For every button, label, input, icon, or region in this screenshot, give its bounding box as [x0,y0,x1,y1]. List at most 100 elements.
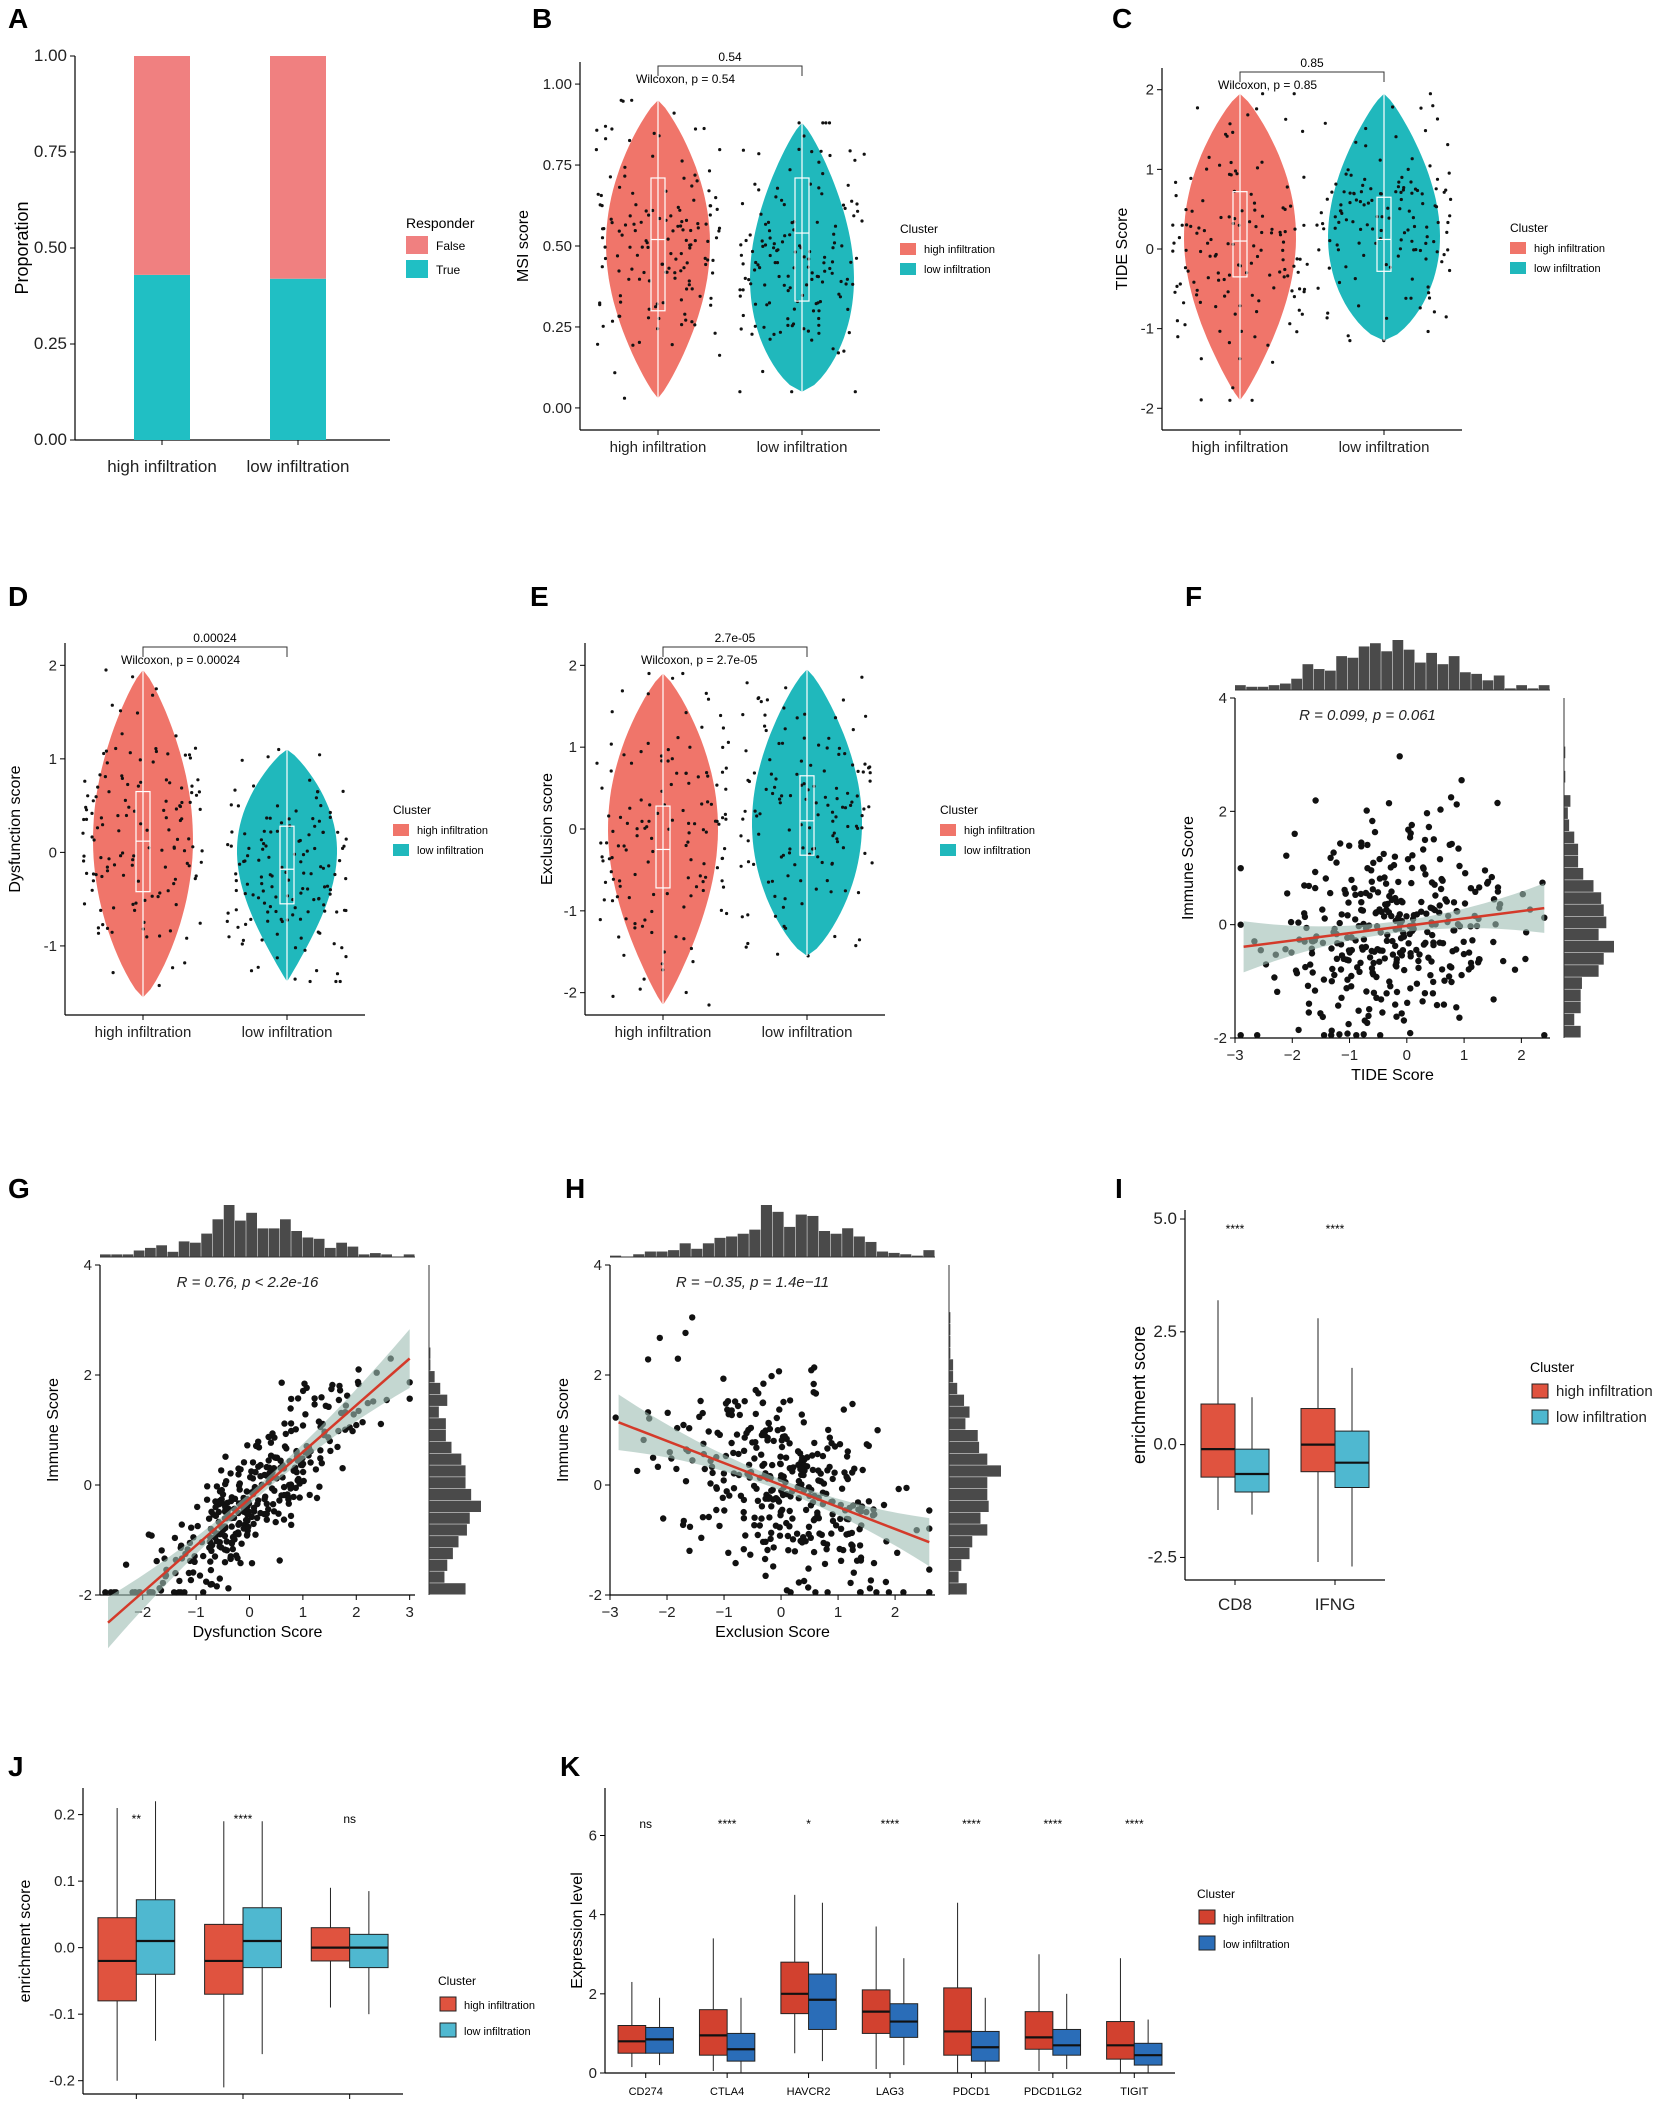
jitter-point [775,261,780,265]
jitter-point [625,821,630,826]
y-histogram-bar [429,1512,470,1524]
jitter-point [630,98,634,102]
jitter-point [701,888,705,893]
x-histogram-bar [784,1226,796,1257]
scatter-point [1358,899,1365,906]
scatter-point [176,1577,183,1585]
jitter-point [158,891,162,895]
jitter-point [610,899,615,903]
jitter-point [692,198,696,202]
jitter-point [299,860,303,864]
scatter-point [756,1522,763,1529]
jitter-point [1349,173,1353,177]
scatter-point [1382,880,1390,887]
jitter-point [753,809,757,813]
scatter-point [730,1485,738,1492]
scatter-point [1392,962,1399,969]
scatter-point [178,1521,185,1528]
scatter-point [1346,949,1353,956]
jitter-point [131,858,135,862]
jitter-point [1344,265,1348,269]
y-histogram-bar [949,1524,988,1536]
x-histogram-bar [795,1214,807,1257]
jitter-point [1195,231,1199,235]
jitter-point [600,786,604,790]
scatter-point [1404,999,1411,1006]
jitter-point [243,832,247,836]
jitter-point [764,787,768,792]
scatter-point [1305,1009,1313,1016]
jitter-point [154,749,158,754]
jitter-point [719,908,724,913]
jitter-point [610,221,614,225]
jitter-point [1225,134,1229,138]
jitter-point [121,873,126,877]
scatter-point [1295,1026,1302,1034]
jitter-point [187,864,191,868]
scatter-point [770,1544,777,1551]
scatter-point [709,1469,716,1477]
jitter-point [743,276,747,280]
jitter-point [823,269,827,273]
jitter-point [772,332,776,336]
scatter-point [805,1530,812,1538]
scatter-point [776,1532,784,1539]
jitter-point [197,790,201,794]
jitter-point [669,782,673,787]
legend-label: high infiltration [1556,1383,1653,1400]
jitter-point [91,799,95,803]
x-tick-label: CD274 [629,2086,663,2098]
jitter-point [687,279,691,283]
jitter-point [238,862,242,866]
jitter-point [1330,190,1334,194]
jitter-point [741,262,745,266]
jitter-point [174,734,178,738]
significance-label: **** [1044,1817,1063,1831]
jitter-point [724,787,728,791]
scatter-point [894,1549,901,1557]
scatter-point [1354,964,1361,971]
scatter-point [649,1454,657,1461]
jitter-point [1447,171,1451,175]
jitter-point [1346,168,1350,172]
scatter-point [1305,1000,1313,1007]
scatter-point [1348,972,1355,980]
y-histogram-bar [1564,843,1579,856]
jitter-point [777,741,781,746]
jitter-point [1434,187,1438,191]
scatter-point [816,1530,823,1537]
jitter-point [270,885,274,889]
jitter-point [1255,166,1260,170]
scatter-point [1293,970,1301,977]
x-histogram-bar [1415,662,1426,690]
jitter-point [135,711,140,715]
jitter-point [611,877,616,881]
jitter-point [260,938,264,942]
y-histogram-bar [429,1394,448,1406]
jitter-point [162,808,166,813]
y-tick-label: 0 [49,844,57,861]
scatter-point [1370,989,1378,996]
jitter-point [798,244,802,248]
jitter-point [763,243,768,247]
jitter-point [849,803,853,808]
y-tick-label: 4 [84,1257,92,1274]
jitter-point [1370,198,1374,202]
jitter-point [261,889,265,893]
scatter-point [1398,1010,1405,1017]
scatter-point [1437,885,1445,893]
jitter-point [846,183,850,187]
jitter-point [678,208,682,212]
jitter-point [99,816,103,820]
jitter-point [1446,143,1450,147]
jitter-point [811,309,816,313]
jitter-point [741,817,745,821]
jitter-point [1339,203,1343,207]
scatter-point [263,1516,270,1523]
legend-key [940,824,956,836]
jitter-point [829,890,833,894]
scatter-point [728,1439,735,1447]
y-histogram-bar [1564,807,1568,819]
